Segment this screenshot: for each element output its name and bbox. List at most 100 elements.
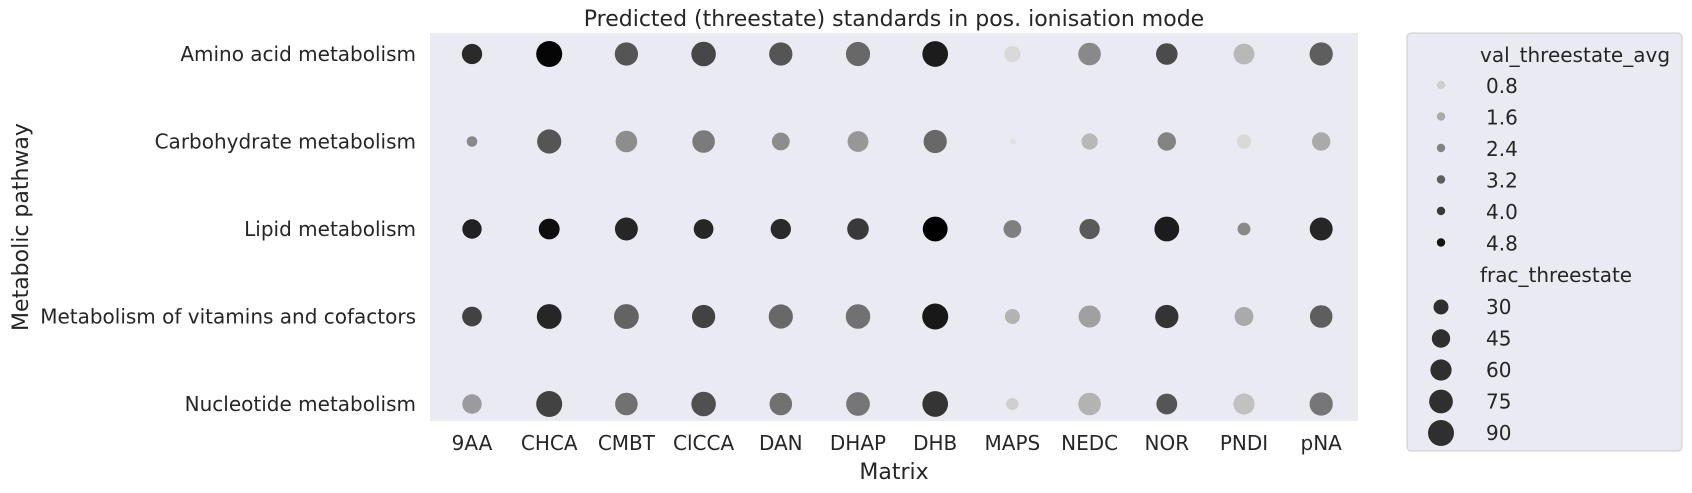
legend-size-marker — [1430, 359, 1452, 381]
data-point — [462, 394, 482, 414]
data-point — [1233, 43, 1255, 65]
legend-hue-label: 2.4 — [1486, 137, 1518, 161]
legend-hue-label: 4.0 — [1486, 200, 1518, 224]
y-tick-label: Metabolism of vitamins and cofactors — [40, 305, 416, 329]
data-point — [1309, 217, 1333, 241]
data-point — [615, 130, 638, 153]
data-point — [1009, 138, 1016, 145]
data-point — [537, 129, 562, 154]
y-tick-label: Nucleotide metabolism — [185, 392, 416, 416]
data-point — [1156, 43, 1178, 65]
legend-hue-marker — [1436, 80, 1446, 90]
legend-hue-marker — [1436, 143, 1446, 153]
data-point — [536, 304, 562, 329]
data-point — [1309, 305, 1333, 328]
data-point — [613, 304, 639, 329]
x-tick-labels: 9AA CHCA CMBT ClCCA DAN DHAP DHB MAPS NEDC NOR PND… — [452, 431, 1343, 455]
data-point — [768, 304, 793, 329]
data-point — [1155, 304, 1179, 329]
data-point — [1233, 393, 1255, 415]
x-tick-label: DHB — [913, 431, 957, 455]
data-point — [614, 217, 638, 241]
legend-size-label: 90 — [1486, 421, 1511, 445]
data-point — [922, 216, 948, 242]
data-point — [1004, 308, 1020, 325]
legend-hue-items: 0.8 1.6 2.4 3.2 4.0 4.8 — [1436, 74, 1518, 256]
data-point — [536, 41, 563, 67]
data-point — [1003, 220, 1022, 238]
data-points — [461, 41, 1333, 417]
x-tick-label: CMBT — [598, 431, 656, 455]
x-tick-label: NOR — [1144, 431, 1189, 455]
x-tick-label: MAPS — [985, 431, 1041, 455]
data-point — [1234, 307, 1254, 326]
data-point — [1309, 392, 1333, 416]
legend-size-label: 30 — [1486, 295, 1511, 319]
data-point — [1157, 132, 1176, 151]
data-point — [691, 41, 716, 67]
legend-hue-marker — [1436, 175, 1446, 184]
x-axis-label: Matrix — [859, 460, 928, 485]
legend-hue-label: 3.2 — [1486, 169, 1518, 193]
data-point — [1078, 42, 1101, 66]
data-point — [1312, 132, 1331, 151]
legend-hue-label: 1.6 — [1486, 106, 1518, 130]
legend-size-marker — [1433, 299, 1449, 315]
data-point — [1309, 42, 1333, 66]
data-point — [614, 42, 639, 66]
data-point — [1154, 216, 1180, 242]
data-point — [1081, 133, 1098, 150]
legend: val_threestate_avg frac_threestate 0.8 1.… — [1406, 32, 1683, 452]
legend-size-marker — [1429, 389, 1453, 414]
data-point — [693, 219, 714, 239]
x-tick-label: DAN — [759, 431, 803, 455]
data-point — [922, 303, 949, 330]
x-tick-label: ClCCA — [673, 431, 734, 455]
x-tick-label: pNA — [1301, 431, 1343, 455]
data-point — [922, 41, 949, 67]
data-point — [462, 306, 482, 327]
data-point — [845, 304, 871, 329]
data-point — [847, 131, 869, 152]
data-point — [922, 391, 949, 417]
data-point — [847, 218, 869, 240]
legend-size-label: 60 — [1486, 358, 1511, 382]
data-point — [923, 129, 947, 154]
data-point — [771, 132, 790, 151]
data-point — [691, 391, 716, 417]
data-point — [1236, 134, 1252, 149]
data-point — [846, 392, 870, 416]
legend-size-marker — [1431, 329, 1451, 348]
data-point — [1004, 45, 1021, 63]
x-tick-label: DHAP — [830, 431, 886, 455]
x-tick-label: CHCA — [521, 431, 578, 455]
data-point — [462, 219, 482, 239]
chart-title: Predicted (threestate) standards in pos.… — [584, 7, 1204, 32]
y-tick-label: Lipid metabolism — [244, 217, 416, 241]
data-point — [1078, 392, 1101, 416]
x-tick-label: NEDC — [1061, 431, 1118, 455]
data-point — [769, 392, 793, 416]
data-point — [615, 392, 638, 416]
data-point — [845, 41, 871, 67]
legend-hue-marker — [1436, 112, 1446, 121]
x-tick-label: 9AA — [452, 431, 493, 455]
data-point — [769, 42, 793, 66]
data-point — [466, 136, 478, 147]
data-point — [1006, 397, 1019, 411]
y-tick-label: Amino acid metabolism — [180, 42, 416, 66]
x-tick-label: PNDI — [1220, 431, 1268, 455]
legend-hue-marker — [1436, 206, 1446, 216]
legend-hue-marker — [1436, 238, 1446, 247]
data-point — [691, 304, 716, 329]
y-tick-label: Carbohydrate metabolism — [155, 130, 416, 154]
legend-hue-label: 0.8 — [1486, 74, 1518, 98]
legend-size-title: frac_threestate — [1480, 263, 1632, 287]
data-point — [1237, 222, 1251, 236]
legend-size-label: 75 — [1486, 390, 1511, 414]
legend-hue-title: val_threestate_avg — [1480, 43, 1670, 67]
legend-size-marker — [1428, 420, 1454, 446]
plot-area — [430, 33, 1358, 421]
data-point — [1156, 393, 1178, 415]
